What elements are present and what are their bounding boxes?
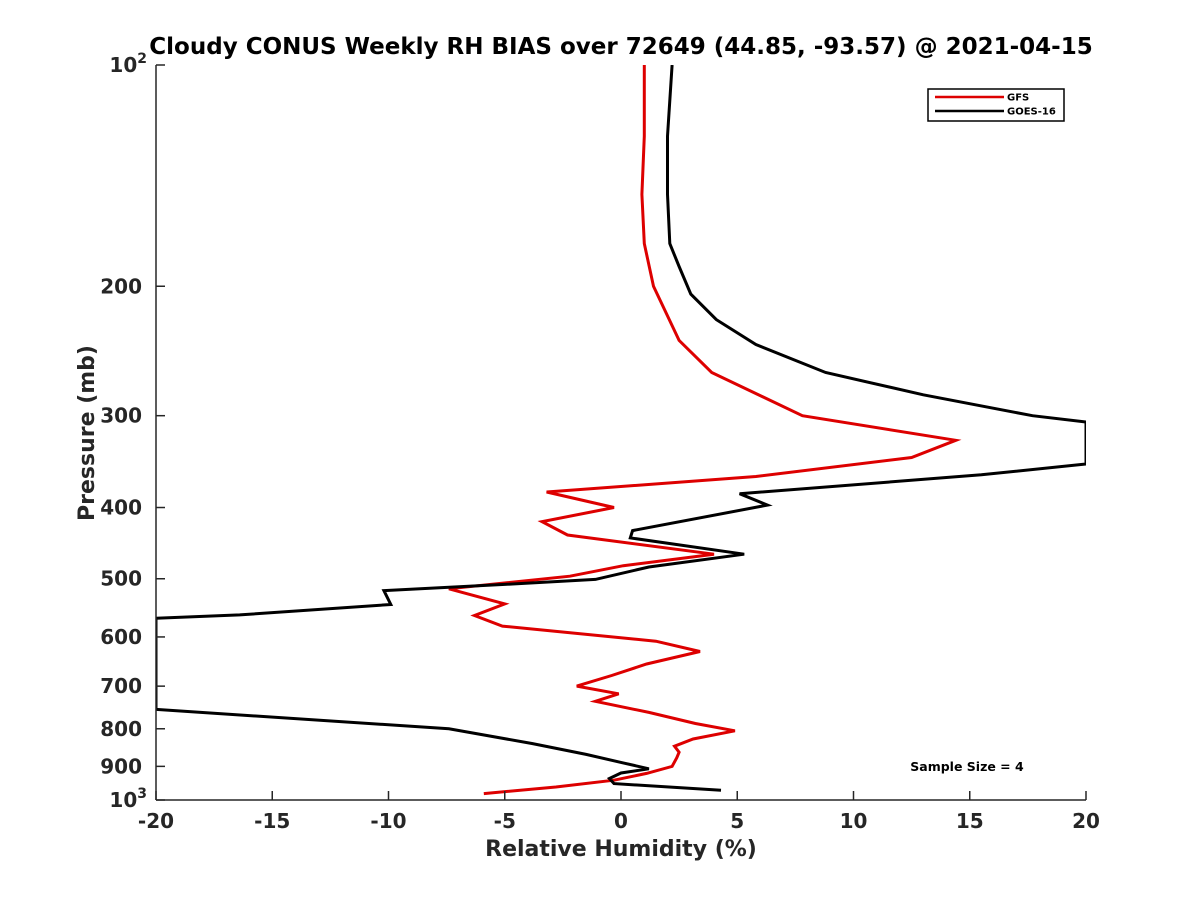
- plot-lines: [156, 65, 1086, 796]
- y-tick-label: 700: [100, 674, 142, 698]
- y-tick-label: 200: [100, 274, 142, 298]
- x-axis-ticks: -20 -15 -10 -5 0 5 10 15 20: [138, 791, 1100, 833]
- y-tick-label: 800: [100, 717, 142, 741]
- x-tick-label: 20: [1072, 809, 1100, 833]
- x-tick-label: 10: [840, 809, 868, 833]
- y-tick-label: 600: [100, 625, 142, 649]
- x-tick-label: -20: [138, 809, 174, 833]
- series-line-goes16: [156, 65, 1086, 792]
- x-tick-label: -10: [370, 809, 406, 833]
- legend-label-goes16: GOES-16: [1007, 107, 1056, 118]
- legend: GFS GOES-16: [927, 88, 1065, 122]
- x-tick-label: 15: [956, 809, 984, 833]
- y-tick-label: 103: [109, 786, 147, 812]
- x-axis-label: Relative Humidity (%): [485, 837, 757, 862]
- legend-label-gfs: GFS: [1007, 93, 1029, 104]
- x-tick-label: 0: [614, 809, 628, 833]
- y-tick-label: 400: [100, 496, 142, 520]
- y-tick-label: 102: [109, 51, 147, 77]
- x-tick-label: -5: [494, 809, 516, 833]
- sample-size-annotation: Sample Size = 4: [910, 759, 1024, 774]
- y-tick-label: 900: [100, 754, 142, 778]
- y-tick-label: 500: [100, 567, 142, 591]
- y-axis-ticks: 102 200 300 400 500 600 700 800 900 103: [100, 51, 165, 812]
- x-tick-label: 5: [730, 809, 744, 833]
- axes: [155, 65, 1086, 801]
- legend-box: [927, 88, 1065, 122]
- series-line-gfs: [448, 65, 962, 796]
- chart-title: Cloudy CONUS Weekly RH BIAS over 72649 (…: [149, 34, 1092, 60]
- y-axis-label: Pressure (mb): [75, 345, 100, 521]
- x-tick-label: -15: [254, 809, 290, 833]
- y-tick-label: 300: [100, 404, 142, 428]
